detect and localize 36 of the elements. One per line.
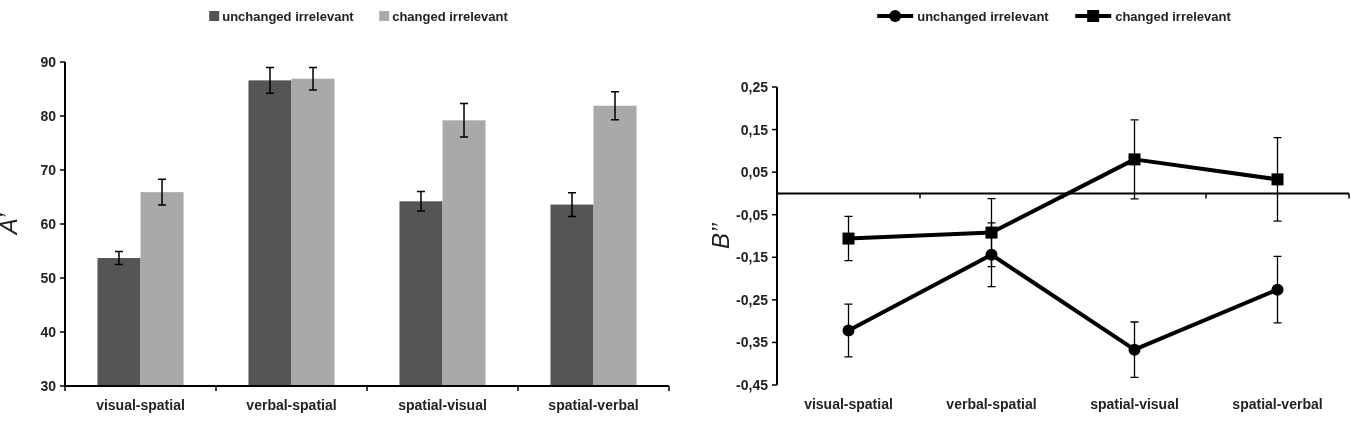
y-tick-label: 60 xyxy=(40,216,57,232)
y-axis-title: A’ xyxy=(0,213,22,237)
legend-label: unchanged irrelevant xyxy=(222,8,355,24)
x-tick-label: verbal-spatial xyxy=(246,397,337,413)
legend-label: changed irrelevant xyxy=(392,8,509,24)
y-tick-label: 30 xyxy=(40,378,57,394)
x-tick-label: verbal-spatial xyxy=(946,396,1037,412)
y-tick-label: -0,35 xyxy=(736,334,769,351)
x-tick-label: spatial-visual xyxy=(1090,396,1179,412)
x-tick-label: spatial-visual xyxy=(398,397,487,413)
point xyxy=(1271,283,1284,296)
y-tick-label: -0,05 xyxy=(736,206,769,223)
y-tick-label: 0,25 xyxy=(740,79,769,95)
y-tick-label: 70 xyxy=(40,162,57,178)
y-axis-title: B’’ xyxy=(707,222,734,249)
point xyxy=(985,226,998,239)
y-tick-label: 0,15 xyxy=(740,121,769,138)
y-tick-label: -0,15 xyxy=(736,249,769,266)
y-tick-label: 0,05 xyxy=(740,164,769,181)
legend-label: changed irrelevant xyxy=(1115,8,1232,24)
x-tick-label: visual-spatial xyxy=(96,397,185,413)
y-tick-label: 80 xyxy=(40,108,57,124)
point xyxy=(842,232,855,245)
y-tick-label: 90 xyxy=(40,54,57,70)
y-tick-label: 40 xyxy=(40,324,57,340)
point xyxy=(1128,153,1141,166)
x-tick-label: spatial-verbal xyxy=(548,397,639,413)
point xyxy=(1128,343,1141,356)
y-tick-label: 50 xyxy=(40,270,57,286)
legend-label: unchanged irrelevant xyxy=(917,8,1050,24)
x-tick-label: spatial-verbal xyxy=(1232,396,1323,412)
point xyxy=(1271,173,1284,186)
y-tick-label: -0,45 xyxy=(736,377,769,393)
x-tick-label: visual-spatial xyxy=(804,396,893,412)
point xyxy=(842,324,855,337)
y-tick-label: -0,25 xyxy=(736,291,769,308)
